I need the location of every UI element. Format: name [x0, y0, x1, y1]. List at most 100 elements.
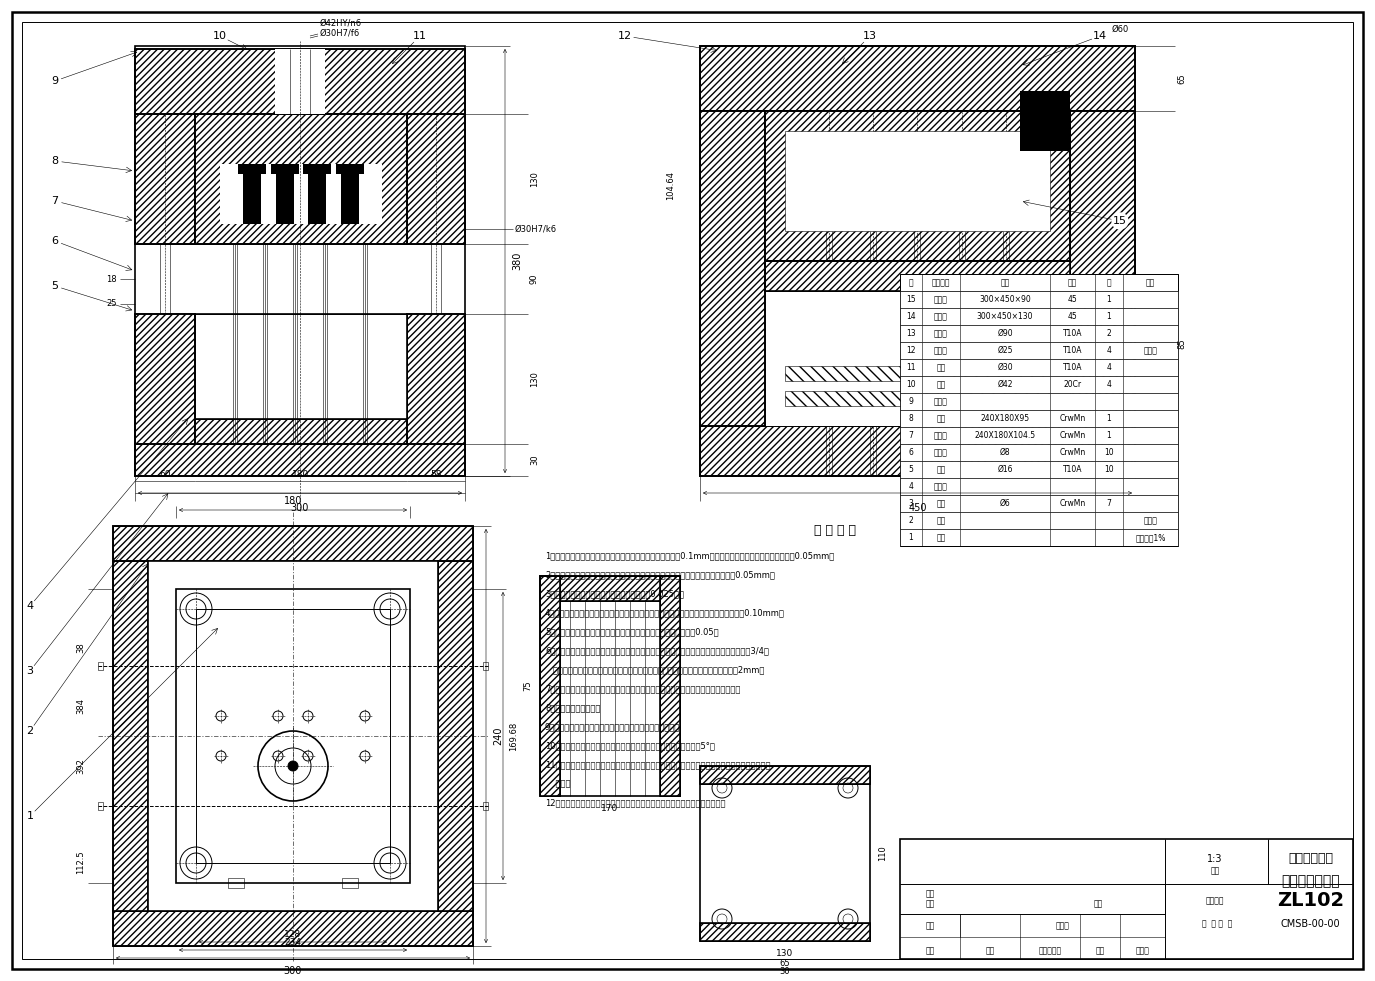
Text: 170: 170 [601, 804, 619, 813]
Text: 300×450×90: 300×450×90 [979, 295, 1031, 304]
Text: 60: 60 [160, 470, 170, 479]
Text: 共  张 第  张: 共 张 第 张 [1202, 919, 1232, 928]
Bar [540, 576, 681, 601]
Bar [765, 111, 1070, 261]
Bar [700, 766, 870, 784]
Text: 300×450×130: 300×450×130 [976, 312, 1033, 321]
Text: Ø6: Ø6 [1000, 499, 1011, 508]
Bar [407, 314, 465, 444]
Text: 15: 15 [1112, 216, 1127, 226]
Text: 392: 392 [76, 758, 85, 774]
Bar [407, 314, 465, 444]
Bar [1070, 111, 1134, 426]
Bar [197, 609, 390, 863]
Text: 380: 380 [512, 252, 522, 270]
Bar [113, 561, 148, 911]
Text: 12: 12 [617, 31, 632, 41]
Bar [407, 114, 465, 244]
Bar [660, 576, 681, 796]
Text: 1、模具装配后，分型面对动定模座板的安装平面的平行度在0.1mm内，合模后分型面上的局部间隙不大于0.05mm。: 1、模具装配后，分型面对动定模座板的安装平面的平行度在0.1mm内，合模后分型面… [544, 551, 835, 560]
Text: 10: 10 [906, 380, 916, 389]
Text: 4: 4 [26, 601, 33, 611]
Bar [135, 114, 195, 244]
Text: 溢流槽: 溢流槽 [934, 482, 947, 491]
Bar [483, 662, 488, 670]
Bar [700, 426, 1134, 476]
Bar [700, 46, 1134, 476]
Text: 一出收缩1%: 一出收缩1% [1136, 533, 1166, 542]
Bar [238, 164, 267, 174]
Text: 4: 4 [909, 482, 913, 491]
Text: 批准: 批准 [1094, 900, 1103, 908]
Text: CrwMn: CrwMn [1059, 448, 1086, 457]
Text: 4: 4 [1107, 346, 1111, 355]
Text: 58: 58 [430, 470, 441, 479]
Text: 9: 9 [909, 397, 913, 406]
Text: 1: 1 [909, 533, 913, 542]
Text: 14: 14 [906, 312, 916, 321]
Text: 11、分型面上除导套孔、针导柱孔外，所有模具制造过程中的工艺孔、螺钉孔都应堵塞，并与分型面: 11、分型面上除导套孔、针导柱孔外，所有模具制造过程中的工艺孔、螺钉孔都应堵塞，… [544, 760, 770, 769]
Bar [275, 49, 324, 114]
Text: Ø42HY/n6: Ø42HY/n6 [320, 19, 362, 28]
Text: 罩壳模具总装图: 罩壳模具总装图 [1282, 874, 1341, 888]
Bar [135, 46, 465, 476]
Bar [135, 314, 195, 444]
Text: Ø42: Ø42 [997, 380, 1013, 389]
Bar [901, 444, 1178, 461]
Text: 38: 38 [76, 643, 85, 653]
Text: 齐平。: 齐平。 [544, 779, 571, 788]
Bar [195, 314, 407, 419]
Text: 240: 240 [494, 727, 503, 746]
Bar [901, 529, 1178, 546]
Text: 更改文件号: 更改文件号 [1038, 947, 1062, 955]
Text: 12、模具冷却水道应畅通，不得有泄漏现象，进水口与出水口应有明显的标记。: 12、模具冷却水道应畅通，不得有泄漏现象，进水口与出水口应有明显的标记。 [544, 798, 726, 807]
Bar [113, 526, 473, 561]
Text: 浇口套: 浇口套 [934, 329, 947, 338]
Text: 25: 25 [106, 299, 117, 308]
Text: 10: 10 [1104, 448, 1114, 457]
Bar [700, 46, 1134, 111]
Text: 零件名称: 零件名称 [932, 278, 950, 287]
Text: Ø30H7/f6: Ø30H7/f6 [320, 29, 360, 38]
Text: 3: 3 [909, 499, 913, 508]
Text: 450: 450 [909, 503, 927, 513]
Bar [135, 114, 195, 244]
Text: 7: 7 [909, 431, 913, 440]
Bar [148, 561, 439, 911]
Text: 1: 1 [1107, 295, 1111, 304]
Bar [901, 325, 1178, 342]
Bar [785, 366, 1050, 381]
Bar [1020, 91, 1070, 151]
Bar [113, 561, 148, 911]
Text: 8: 8 [909, 414, 913, 423]
Text: 导柱: 导柱 [936, 363, 946, 372]
Bar [195, 419, 407, 444]
Text: 15: 15 [906, 295, 916, 304]
Text: CrwMn: CrwMn [1059, 431, 1086, 440]
Text: Ø30: Ø30 [997, 363, 1013, 372]
Bar [700, 766, 870, 941]
Text: T10A: T10A [1063, 346, 1082, 355]
Bar [660, 576, 681, 796]
Bar [135, 314, 195, 444]
Text: 90: 90 [529, 274, 539, 284]
Bar [785, 391, 1050, 406]
Text: 1: 1 [1107, 431, 1111, 440]
Text: 材料: 材料 [1068, 278, 1077, 287]
Text: 20Cr: 20Cr [1063, 380, 1082, 389]
Bar [901, 308, 1178, 325]
Bar [901, 512, 1178, 529]
Text: Ø8: Ø8 [1000, 448, 1011, 457]
Text: 6: 6 [909, 448, 913, 457]
Text: CrwMn: CrwMn [1059, 414, 1086, 423]
Text: 定模板: 定模板 [934, 295, 947, 304]
Bar [901, 376, 1178, 393]
Bar [700, 766, 870, 784]
Text: 1:3: 1:3 [1207, 854, 1222, 864]
Text: 比例: 比例 [1210, 866, 1220, 875]
Text: 180: 180 [283, 496, 302, 506]
Text: 8、固定零件不得窜动。: 8、固定零件不得窜动。 [544, 703, 601, 712]
Text: 7: 7 [1107, 499, 1111, 508]
Text: 13: 13 [906, 329, 916, 338]
Text: 序: 序 [909, 278, 913, 287]
